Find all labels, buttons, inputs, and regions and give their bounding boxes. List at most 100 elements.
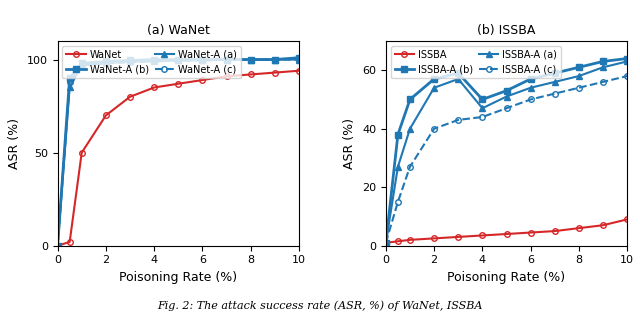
ISSBA-A (c) xyxy=(382,241,390,245)
ISSBA xyxy=(430,237,438,240)
Line: WaNet-A (b): WaNet-A (b) xyxy=(55,55,301,249)
WaNet-A (c) xyxy=(198,59,206,62)
Line: ISSBA: ISSBA xyxy=(383,217,630,246)
WaNet-A (a) xyxy=(54,244,61,248)
WaNet-A (c) xyxy=(223,58,230,61)
ISSBA-A (b) xyxy=(430,77,438,81)
ISSBA xyxy=(454,235,462,239)
Line: ISSBA-A (b): ISSBA-A (b) xyxy=(383,56,630,246)
WaNet-A (b) xyxy=(66,76,74,80)
WaNet-A (c) xyxy=(247,58,255,61)
WaNet-A (c) xyxy=(295,58,303,61)
WaNet xyxy=(295,69,303,73)
WaNet-A (b) xyxy=(126,59,134,62)
WaNet-A (b) xyxy=(54,244,61,248)
ISSBA xyxy=(527,231,534,234)
WaNet-A (b) xyxy=(175,58,182,61)
ISSBA-A (c) xyxy=(623,74,631,78)
ISSBA xyxy=(575,226,583,230)
WaNet xyxy=(150,86,158,89)
WaNet-A (c) xyxy=(66,80,74,84)
ISSBA-A (b) xyxy=(406,98,414,101)
ISSBA-A (c) xyxy=(527,98,534,101)
WaNet-A (a) xyxy=(126,60,134,63)
ISSBA-A (b) xyxy=(382,241,390,245)
WaNet-A (c) xyxy=(54,244,61,248)
ISSBA-A (a) xyxy=(430,86,438,90)
Title: (b) ISSBA: (b) ISSBA xyxy=(477,24,536,37)
WaNet xyxy=(271,71,278,74)
WaNet-A (a) xyxy=(102,61,109,65)
ISSBA-A (b) xyxy=(454,71,462,75)
WaNet-A (c) xyxy=(78,63,86,67)
WaNet-A (c) xyxy=(175,59,182,62)
Y-axis label: ASR (%): ASR (%) xyxy=(344,118,356,169)
ISSBA-A (b) xyxy=(599,60,607,63)
WaNet-A (a) xyxy=(295,58,303,61)
ISSBA-A (a) xyxy=(406,127,414,131)
WaNet xyxy=(78,151,86,155)
WaNet xyxy=(247,72,255,76)
ISSBA-A (c) xyxy=(430,127,438,131)
ISSBA-A (b) xyxy=(394,133,402,136)
ISSBA-A (a) xyxy=(502,94,510,98)
Line: WaNet-A (a): WaNet-A (a) xyxy=(55,57,301,249)
X-axis label: Poisoning Rate (%): Poisoning Rate (%) xyxy=(119,271,237,284)
ISSBA-A (a) xyxy=(454,77,462,81)
ISSBA xyxy=(551,229,559,233)
ISSBA-A (a) xyxy=(479,106,486,110)
WaNet-A (c) xyxy=(126,60,134,64)
WaNet xyxy=(126,95,134,99)
WaNet xyxy=(66,240,74,244)
ISSBA-A (b) xyxy=(527,77,534,81)
WaNet-A (c) xyxy=(271,58,278,61)
ISSBA-A (c) xyxy=(575,86,583,90)
WaNet-A (b) xyxy=(78,61,86,65)
WaNet-A (b) xyxy=(150,58,158,61)
ISSBA-A (a) xyxy=(394,165,402,169)
ISSBA xyxy=(382,241,390,245)
ISSBA-A (a) xyxy=(382,241,390,245)
ISSBA-A (b) xyxy=(479,98,486,101)
ISSBA-A (a) xyxy=(575,74,583,78)
ISSBA-A (c) xyxy=(406,165,414,169)
ISSBA-A (c) xyxy=(551,92,559,95)
ISSBA-A (a) xyxy=(527,86,534,90)
ISSBA-A (a) xyxy=(599,66,607,69)
WaNet-A (a) xyxy=(175,59,182,62)
ISSBA-A (c) xyxy=(454,118,462,122)
WaNet-A (a) xyxy=(78,63,86,67)
ISSBA-A (c) xyxy=(599,80,607,84)
ISSBA xyxy=(479,234,486,238)
WaNet-A (b) xyxy=(295,56,303,60)
ISSBA xyxy=(623,217,631,221)
WaNet-A (b) xyxy=(198,58,206,61)
ISSBA-A (c) xyxy=(502,106,510,110)
WaNet xyxy=(54,244,61,248)
ISSBA-A (a) xyxy=(623,60,631,63)
ISSBA xyxy=(394,239,402,243)
Line: WaNet: WaNet xyxy=(55,68,301,249)
ISSBA xyxy=(599,223,607,227)
WaNet xyxy=(102,113,109,117)
WaNet-A (b) xyxy=(247,58,255,61)
Line: ISSBA-A (a): ISSBA-A (a) xyxy=(383,59,630,246)
ISSBA-A (a) xyxy=(551,80,559,84)
ISSBA-A (b) xyxy=(502,89,510,93)
Legend: ISSBA, ISSBA-A (b), ISSBA-A (a), ISSBA-A (c): ISSBA, ISSBA-A (b), ISSBA-A (a), ISSBA-A… xyxy=(390,46,561,78)
Y-axis label: ASR (%): ASR (%) xyxy=(8,118,21,169)
ISSBA-A (b) xyxy=(575,66,583,69)
ISSBA xyxy=(502,232,510,236)
WaNet-A (c) xyxy=(150,60,158,63)
WaNet-A (a) xyxy=(223,58,230,61)
Line: ISSBA-A (c): ISSBA-A (c) xyxy=(383,73,630,246)
WaNet xyxy=(198,78,206,82)
ISSBA-A (c) xyxy=(479,115,486,119)
Text: Fig. 2: The attack success rate (ASR, %) of WaNet, ISSBA: Fig. 2: The attack success rate (ASR, %)… xyxy=(157,300,483,311)
Line: WaNet-A (c): WaNet-A (c) xyxy=(55,57,301,249)
WaNet xyxy=(175,82,182,86)
WaNet-A (b) xyxy=(102,60,109,63)
X-axis label: Poisoning Rate (%): Poisoning Rate (%) xyxy=(447,271,566,284)
Title: (a) WaNet: (a) WaNet xyxy=(147,24,210,37)
WaNet-A (a) xyxy=(150,60,158,63)
